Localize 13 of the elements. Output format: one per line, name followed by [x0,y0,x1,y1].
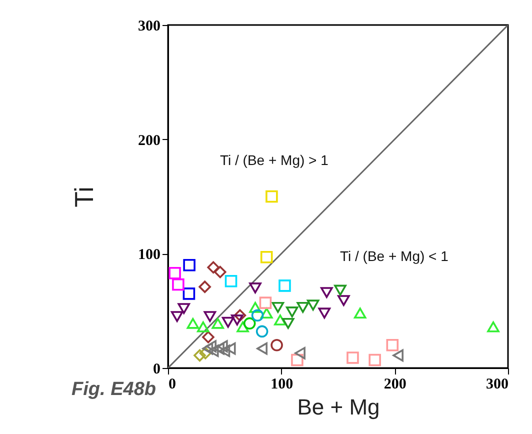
annotation: Ti / (Be + Mg) > 1 [220,152,329,168]
y-tick-label: 300 [138,18,160,34]
y-axis-title: Ti [69,186,99,208]
y-tick-label: 100 [138,247,160,264]
x-tick-label: 0 [168,376,176,392]
caption: Fig. E48b [72,379,156,400]
x-tick-label: 300 [486,376,508,392]
x-tick-label: 100 [270,376,294,392]
y-tick-label: 0 [153,362,160,378]
x-axis-title: Be + Mg [297,394,380,420]
annotation: Ti / (Be + Mg) < 1 [340,248,449,264]
x-tick-label: 200 [384,376,406,392]
y-tick-label: 200 [138,132,160,149]
